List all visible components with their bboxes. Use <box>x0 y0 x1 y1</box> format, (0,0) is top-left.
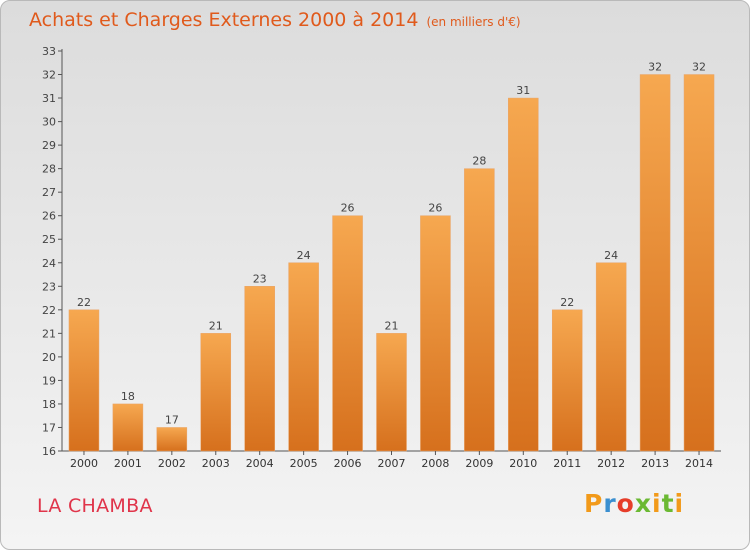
chart-title: Achats et Charges Externes 2000 à 2014 (e… <box>29 9 521 31</box>
x-tick-label: 2001 <box>114 457 142 470</box>
y-tick-label: 33 <box>42 45 56 58</box>
x-tick-label: 2010 <box>509 457 537 470</box>
data-label: 26 <box>428 202 442 215</box>
logo-letter: x <box>634 489 652 518</box>
bar <box>332 215 363 452</box>
data-label: 21 <box>385 319 399 332</box>
x-tick-label: 2007 <box>378 457 406 470</box>
data-label: 22 <box>560 296 574 309</box>
x-tick-label: 2011 <box>553 457 581 470</box>
x-tick-label: 2002 <box>158 457 186 470</box>
chart-subtitle: (en milliers d'€) <box>426 15 521 29</box>
bar <box>200 333 232 452</box>
bar <box>595 262 627 452</box>
y-tick-label: 26 <box>42 210 56 223</box>
y-tick-label: 16 <box>42 445 56 458</box>
y-tick-label: 18 <box>42 398 56 411</box>
x-tick-label: 2013 <box>641 457 669 470</box>
y-tick-label: 24 <box>42 257 56 270</box>
y-tick-label: 20 <box>42 351 56 364</box>
bar <box>420 215 451 452</box>
x-tick-label: 2008 <box>421 457 449 470</box>
logo-letter: P <box>584 489 604 518</box>
y-tick-label: 28 <box>42 163 56 176</box>
bar <box>639 74 671 452</box>
x-tick-label: 2009 <box>465 457 493 470</box>
bar <box>508 97 539 452</box>
bar <box>376 333 407 452</box>
y-tick-label: 23 <box>42 280 56 293</box>
logo-letter: i <box>674 489 685 518</box>
x-tick-label: 2014 <box>685 457 713 470</box>
y-tick-label: 17 <box>42 421 56 434</box>
bar <box>551 309 583 452</box>
bar <box>112 403 144 452</box>
logo-letter: o <box>616 489 635 518</box>
logo-letter: i <box>652 489 662 518</box>
data-label: 28 <box>472 155 486 168</box>
x-tick-label: 2006 <box>334 457 362 470</box>
data-label: 32 <box>648 61 662 74</box>
proxiti-logo: Proxiti <box>584 489 684 518</box>
place-name: LA CHAMBA <box>37 495 153 517</box>
bar <box>683 74 715 452</box>
y-tick-label: 21 <box>42 327 56 340</box>
data-label: 31 <box>516 84 530 97</box>
y-tick-label: 22 <box>42 304 56 317</box>
data-label: 18 <box>121 390 135 403</box>
bar <box>244 286 275 452</box>
y-tick-label: 27 <box>42 186 56 199</box>
x-tick-label: 2003 <box>202 457 230 470</box>
title-text: Achats et Charges Externes 2000 à 2014 <box>29 9 419 31</box>
bar <box>156 427 188 452</box>
data-label: 32 <box>692 61 706 74</box>
y-tick-label: 19 <box>42 374 56 387</box>
logo-letter: t <box>661 489 675 518</box>
x-tick-label: 2004 <box>246 457 274 470</box>
x-tick-label: 2005 <box>290 457 318 470</box>
data-label: 21 <box>209 319 223 332</box>
bar <box>68 309 100 452</box>
y-tick-label: 29 <box>42 139 56 152</box>
y-tick-label: 30 <box>42 116 56 129</box>
y-tick-label: 25 <box>42 233 56 246</box>
bar <box>288 262 319 452</box>
data-label: 17 <box>165 413 179 426</box>
y-tick-label: 31 <box>42 92 56 105</box>
y-tick-label: 32 <box>42 69 56 82</box>
data-label: 24 <box>297 249 311 262</box>
bar <box>464 168 495 452</box>
data-label: 22 <box>77 296 91 309</box>
data-label: 24 <box>604 249 618 262</box>
x-tick-label: 2000 <box>70 457 98 470</box>
x-tick-label: 2012 <box>597 457 625 470</box>
logo-letter: r <box>603 489 617 518</box>
data-label: 23 <box>253 272 267 285</box>
data-label: 26 <box>341 202 355 215</box>
